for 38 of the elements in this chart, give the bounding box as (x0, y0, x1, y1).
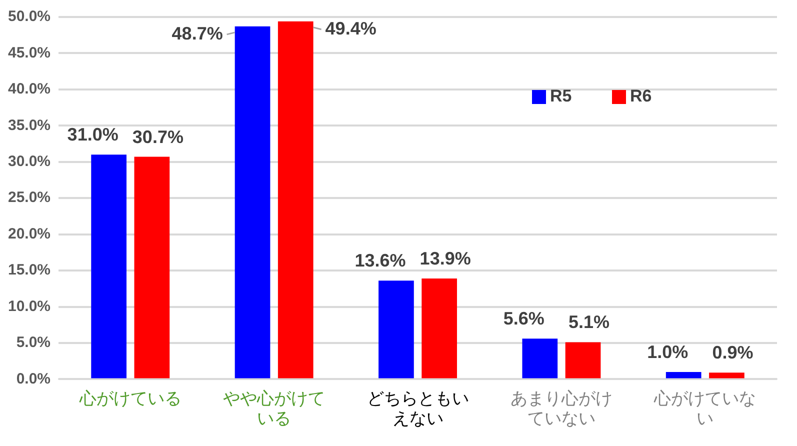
bar (522, 338, 558, 378)
data-label: 5.6% (503, 308, 544, 329)
data-label: 1.0% (647, 342, 688, 362)
x-tick-label: どちらともいえない (366, 388, 469, 430)
y-tick-label: 30.0% (8, 153, 51, 170)
x-tick-label: 心がけている (78, 388, 182, 409)
bar (234, 26, 270, 378)
bar (91, 154, 126, 378)
data-label: 5.1% (568, 312, 610, 332)
y-tick-label: 5.0% (16, 334, 51, 352)
bar (565, 342, 601, 378)
y-tick-label: 15.0% (8, 262, 51, 279)
y-tick-label: 10.0% (8, 298, 51, 315)
x-tick-label: あまり心がけていない (510, 388, 612, 430)
data-label: 13.9% (420, 248, 471, 268)
data-label: 30.7% (132, 126, 184, 147)
y-tick-label: 20.0% (8, 225, 51, 242)
bar (666, 372, 702, 378)
y-tick-label: 50.0% (8, 8, 51, 26)
bar (422, 278, 457, 378)
y-tick-label: 25.0% (8, 189, 51, 206)
y-tick-label: 45.0% (8, 44, 51, 62)
legend-label: R6 (630, 86, 652, 106)
data-label: 31.0% (67, 124, 118, 145)
data-label: 48.7% (172, 23, 223, 44)
bar (278, 21, 314, 378)
y-tick-label: 40.0% (8, 80, 51, 98)
x-tick-label: 心がけていない (653, 388, 756, 430)
x-tick-label: やや心がけている (223, 388, 326, 430)
bar (709, 372, 744, 378)
bar (134, 156, 170, 378)
data-label: 49.4% (325, 18, 376, 38)
y-tick-label: 35.0% (8, 116, 51, 134)
bar (378, 280, 414, 378)
data-label: 0.9% (712, 342, 754, 363)
legend-label: R5 (550, 86, 572, 106)
y-tick-label: 0.0% (16, 370, 51, 388)
data-label: 13.6% (354, 250, 406, 271)
